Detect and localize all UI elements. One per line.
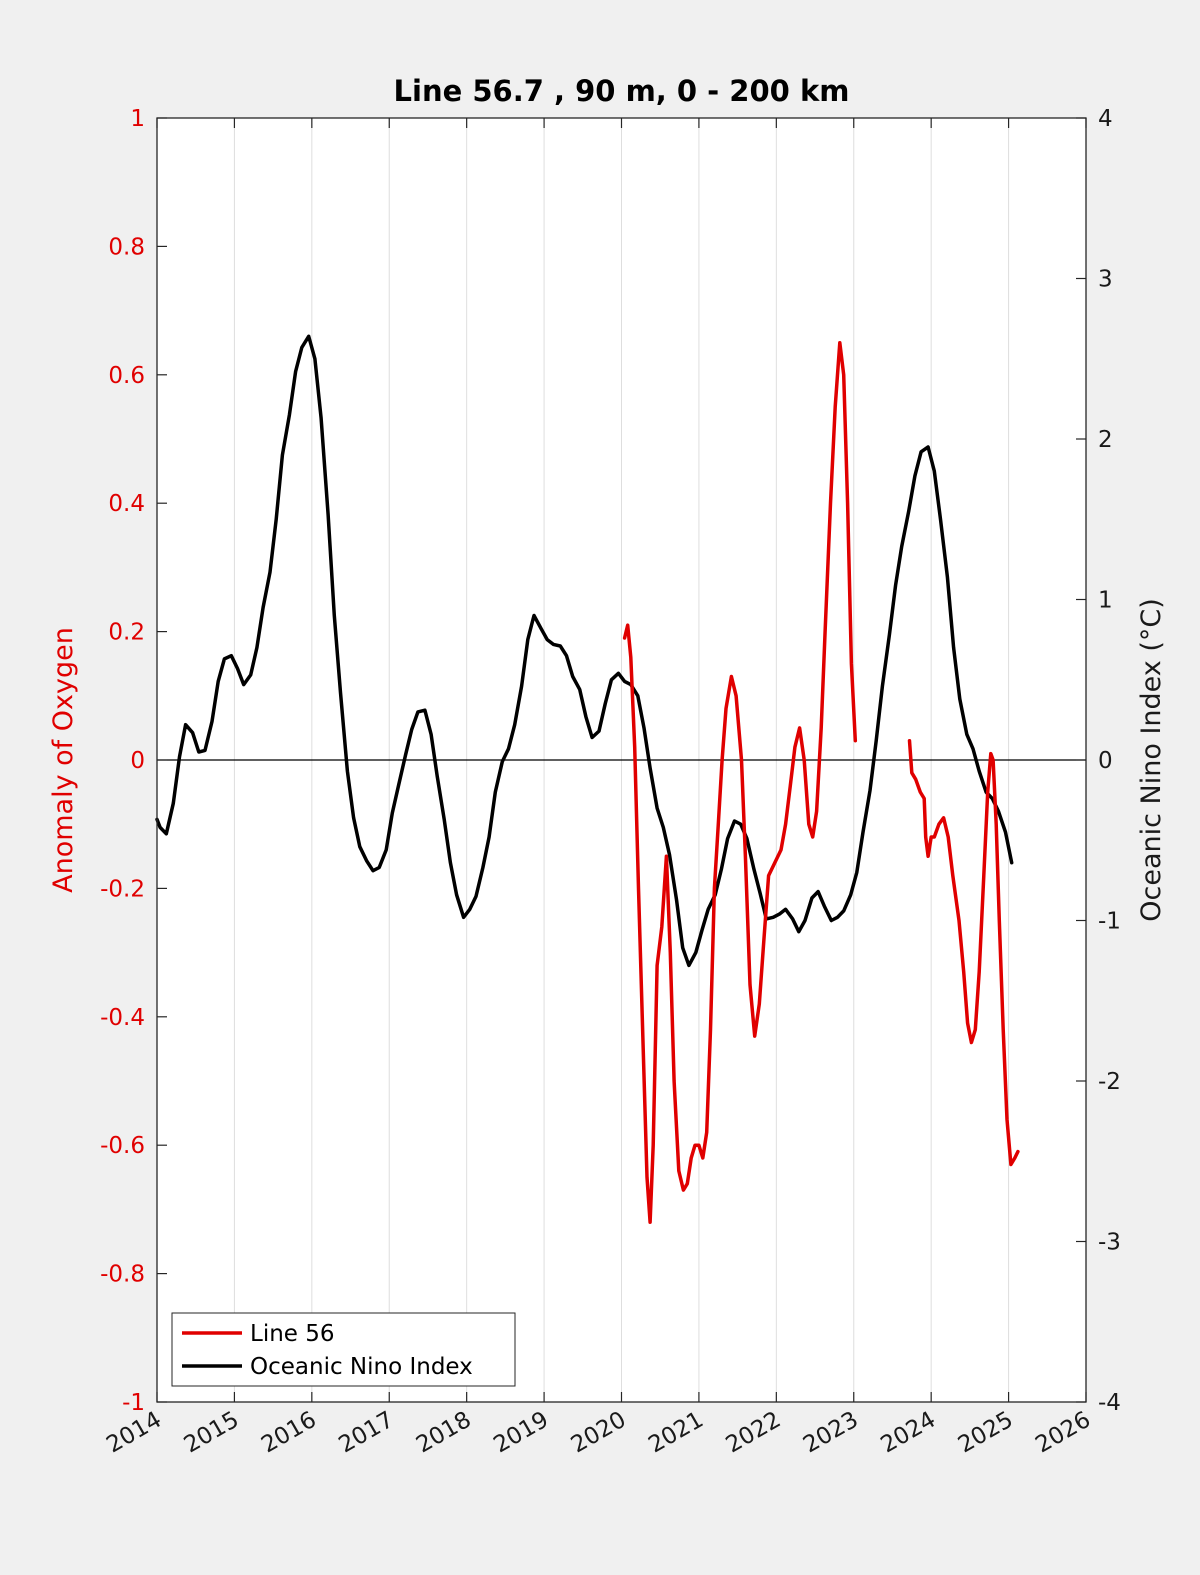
y-left-tick-label: 1 — [130, 106, 145, 132]
y-left-tick-label: 0 — [130, 748, 145, 774]
y-left-tick-label: -0.6 — [100, 1133, 145, 1159]
y-left-tick-label: 0.4 — [108, 491, 145, 517]
y-left-tick-label: -1 — [122, 1390, 145, 1416]
y-right-tick-label: 2 — [1098, 427, 1113, 453]
y-right-tick-label: 4 — [1098, 106, 1113, 132]
y-left-tick-label: 0.2 — [108, 620, 145, 646]
y-right-tick-label: 3 — [1098, 267, 1113, 293]
y-left-tick-label: -0.2 — [100, 876, 145, 902]
y-axis-label-left: Anomaly of Oxygen — [48, 627, 79, 893]
y-right-tick-label: -3 — [1098, 1230, 1121, 1256]
y-right-tick-label: 1 — [1098, 588, 1113, 614]
chart-title: Line 56.7 , 90 m, 0 - 200 km — [394, 74, 850, 108]
y-right-tick-label: -2 — [1098, 1069, 1121, 1095]
line56-series-line-0 — [622, 340, 858, 1224]
line56-series-line-1 — [907, 738, 1020, 1167]
y-left-tick-label: -0.4 — [100, 1005, 145, 1031]
y-left-tick-label: 0.6 — [108, 363, 145, 389]
y-left-tick-label: -0.8 — [100, 1262, 145, 1288]
y-axis-label-right: Oceanic Nino Index (°C) — [1136, 598, 1167, 922]
legend-box — [171, 1312, 516, 1387]
y-right-tick-label: -4 — [1098, 1390, 1121, 1416]
legend-label-oni: Oceanic Nino Index — [250, 1354, 473, 1380]
oni-series-line-0 — [155, 334, 1014, 968]
y-right-tick-label: 0 — [1098, 748, 1113, 774]
y-left-tick-label: 0.8 — [108, 234, 145, 260]
series-lines — [155, 334, 1020, 1224]
legend-label-line56: Line 56 — [250, 1321, 335, 1347]
y-right-tick-label: -1 — [1098, 909, 1121, 935]
legend: Line 56 Oceanic Nino Index — [171, 1312, 516, 1387]
